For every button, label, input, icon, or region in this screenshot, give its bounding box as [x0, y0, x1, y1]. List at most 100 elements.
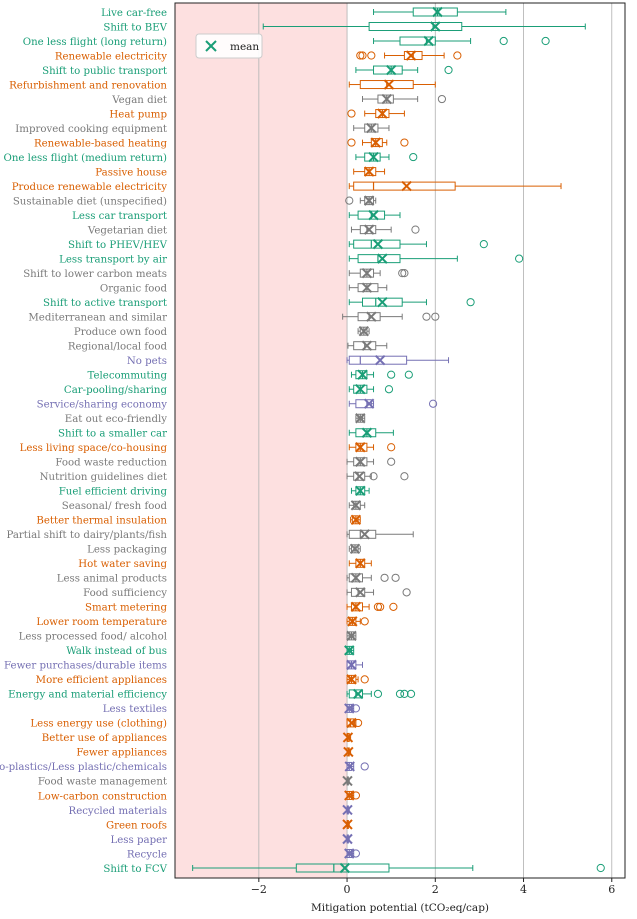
category-label: Food waste management: [38, 777, 168, 788]
category-label: Improved cooking equipment: [15, 124, 168, 135]
mean-marker: [363, 195, 375, 206]
mean-marker: [355, 413, 366, 424]
mean-marker: [432, 6, 443, 18]
mean-stroke-b: [346, 659, 357, 671]
category-label: Fewer purchases/durable items: [4, 661, 167, 672]
outlier-point: [402, 588, 411, 597]
outlier-point: [453, 51, 462, 60]
mean-marker: [423, 35, 434, 47]
category-label: Less packaging: [87, 545, 167, 556]
mean-stroke-b: [355, 587, 366, 598]
mean-stroke-b: [355, 485, 366, 496]
outlier-point: [387, 370, 396, 379]
mean-marker: [430, 21, 441, 32]
category-label: Shift to public transport: [42, 66, 168, 77]
outlier-point: [398, 269, 407, 278]
box-iqr: [355, 370, 368, 380]
box-1: [262, 21, 586, 32]
mean-stroke-b: [361, 282, 373, 293]
box-iqr: [348, 529, 377, 539]
category-label: Partial shift to dairy/plants/fish: [6, 530, 167, 541]
outlier-point: [391, 573, 400, 582]
mean-marker: [344, 703, 355, 714]
category-label: Food waste reduction: [55, 458, 167, 469]
box-0: [373, 6, 507, 18]
outlier-point: [409, 152, 418, 162]
box-iqr: [362, 297, 403, 307]
outlier-point: [373, 602, 383, 611]
mean-stroke-b: [347, 616, 358, 627]
box-46: [346, 674, 369, 685]
mean-stroke-b: [352, 688, 364, 700]
box-49: [346, 717, 363, 729]
box-14: [348, 209, 401, 221]
box-28: [355, 413, 366, 424]
mean-marker: [344, 848, 355, 859]
box-33: [350, 485, 370, 496]
mean-stroke-b: [355, 558, 366, 569]
mean-marker: [363, 398, 375, 409]
outlier-point: [422, 312, 431, 321]
mean-stroke-b: [350, 572, 362, 584]
category-label: More efficient appliances: [36, 675, 167, 686]
mean-marker: [363, 166, 375, 177]
category-label: Hot water saving: [78, 559, 167, 570]
box-iqr: [348, 674, 357, 684]
mean-marker: [361, 340, 373, 351]
mean-stroke-b: [350, 514, 362, 526]
outlier-point: [356, 51, 365, 60]
mean-marker: [385, 64, 397, 76]
mean-stroke-b: [346, 674, 357, 685]
category-label: Less animal products: [57, 574, 167, 585]
mean-marker: [355, 384, 366, 395]
mean-stroke-b: [363, 166, 375, 177]
mean-marker: [374, 354, 386, 366]
category-label: Renewable-based heating: [34, 138, 168, 149]
category-label: Vegetarian diet: [87, 225, 168, 236]
category-label: Sustainable diet (unspecified): [13, 195, 167, 207]
mean-marker: [350, 514, 362, 526]
box-iqr: [412, 7, 458, 17]
x-axis-label: Mitigation potential (tCO₂eq/cap): [311, 902, 489, 914]
legend: mean: [195, 33, 263, 59]
box-iqr: [368, 22, 463, 32]
outlier-point: [428, 399, 438, 408]
mean-stroke-b: [344, 703, 355, 714]
mean-marker: [366, 311, 377, 322]
outlier-point: [351, 791, 360, 800]
outlier-point: [369, 472, 378, 481]
mean-stroke-b: [363, 195, 375, 206]
category-label: Shift to active transport: [43, 298, 168, 309]
mean-marker: [355, 485, 366, 496]
mean-marker: [355, 558, 366, 569]
mean-stroke-b: [370, 137, 381, 148]
category-label: Fuel efficient driving: [59, 487, 168, 498]
box-16: [348, 238, 488, 250]
category-label: Shift to BEV: [103, 22, 167, 33]
category-label: One less flight (long return): [23, 36, 167, 48]
mean-stroke-b: [350, 500, 362, 511]
category-label: Nutrition guidelines diet: [40, 472, 168, 483]
mean-stroke-b: [383, 79, 395, 90]
outlier-point: [389, 602, 398, 611]
outlier-point: [360, 675, 369, 684]
box-iqr: [364, 152, 381, 162]
outlier-point: [353, 718, 363, 728]
category-label: Fewer appliances: [76, 748, 167, 759]
x-tick-label: 0: [344, 883, 351, 896]
category-label: Produce renewable electricity: [12, 182, 168, 193]
mean-marker: [342, 833, 353, 845]
box-iqr: [355, 442, 368, 452]
outlier-point: [380, 573, 389, 582]
outlier-point: [360, 617, 369, 626]
box-38: [348, 558, 372, 569]
mean-stroke-b: [368, 151, 379, 163]
outlier-point: [400, 689, 409, 698]
mean-stroke-b: [349, 543, 361, 555]
category-label: Vegan diet: [111, 95, 168, 106]
plot-frame: [174, 2, 626, 879]
box-20: [348, 296, 475, 308]
category-label: Less paper: [110, 835, 167, 846]
box-30: [348, 442, 396, 453]
